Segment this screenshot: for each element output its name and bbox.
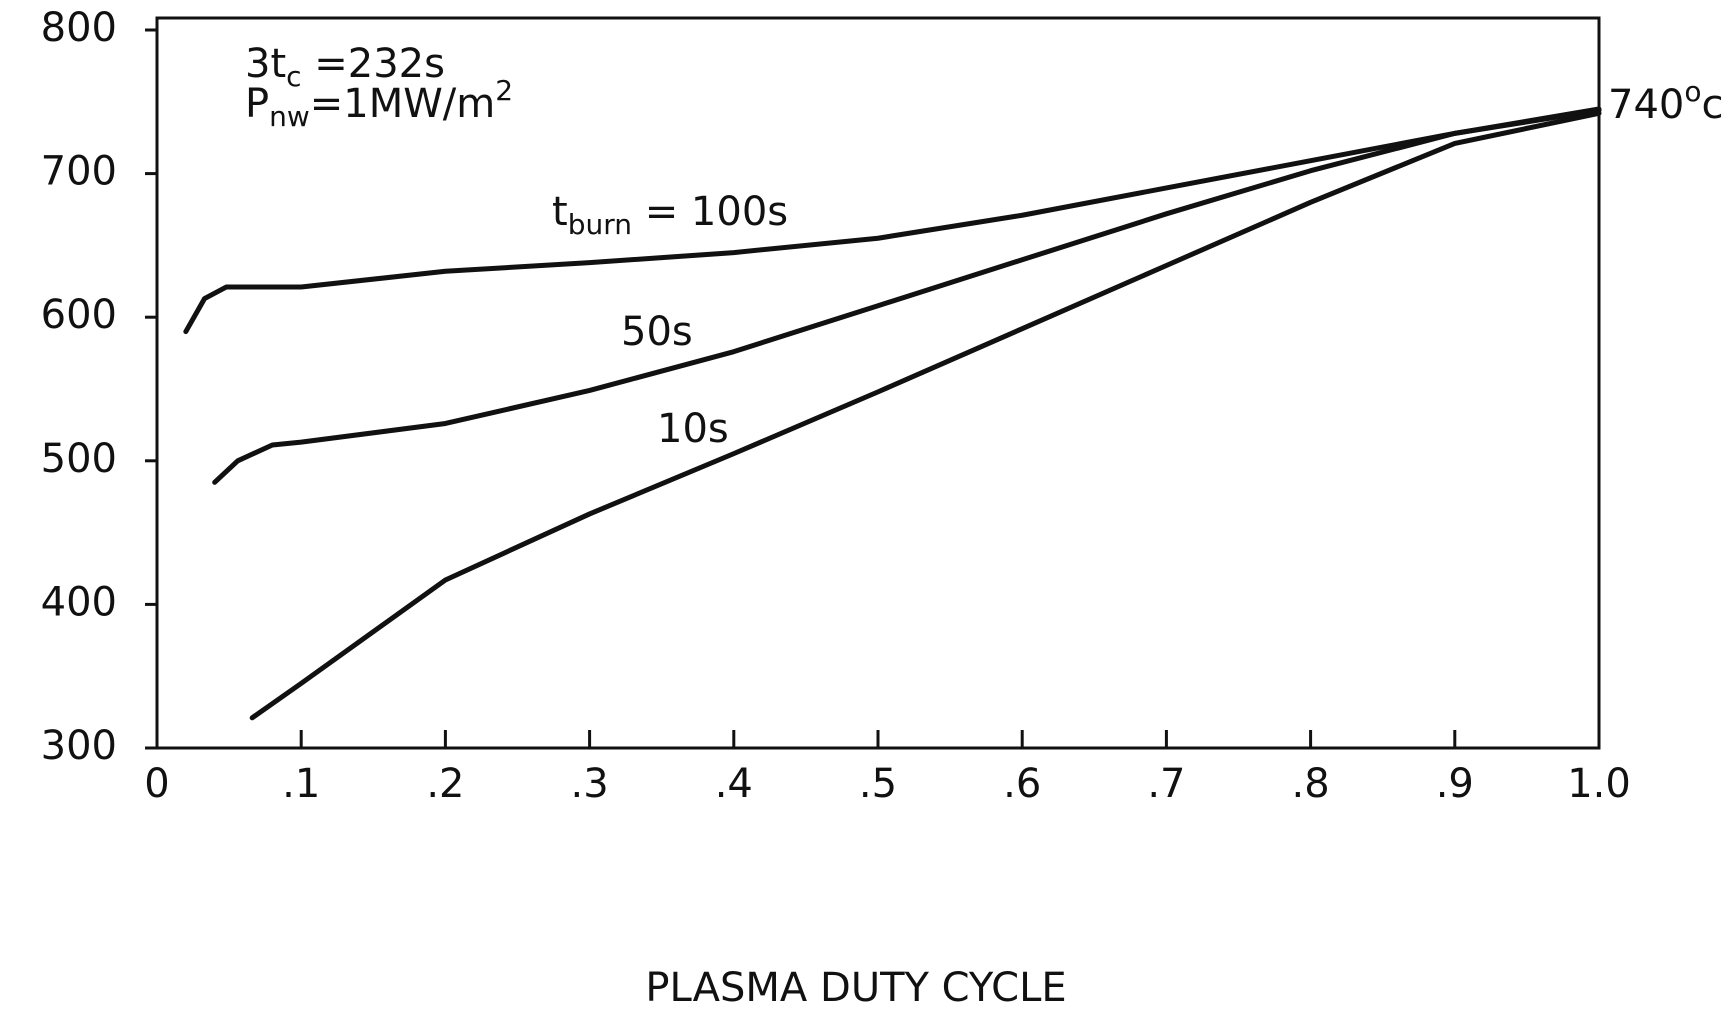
series-label-part: t	[552, 189, 568, 235]
x-tick-label: .5	[859, 761, 897, 807]
annotation-part: o	[1684, 75, 1701, 108]
x-tick-label: .7	[1147, 761, 1185, 807]
annotation-part: =1MW/m	[310, 81, 495, 127]
series-line	[183, 106, 1602, 335]
annotation-part: 3t	[245, 41, 286, 87]
annotation-part: 2	[495, 74, 513, 107]
series-line	[212, 107, 1602, 485]
series-label: 50s	[621, 309, 693, 355]
annotation-part: c	[286, 60, 301, 93]
y-tick-label: 600	[41, 292, 117, 338]
annotation: 740oc	[1608, 75, 1724, 128]
series-label: 10s	[657, 406, 729, 452]
x-axis-title: PLASMA DUTY CYCLE	[645, 965, 1066, 1011]
annotation: Pnw=1MW/m2	[245, 74, 513, 133]
x-tick-label: .6	[1003, 761, 1041, 807]
annotation-part: P	[245, 81, 269, 127]
y-tick-label: 500	[41, 436, 117, 482]
y-tick-label: 700	[41, 149, 117, 195]
y-tick-label: 300	[41, 723, 117, 769]
annotation-part: 740	[1608, 82, 1684, 128]
annotation: 3tc =232s	[245, 41, 445, 93]
series-line	[249, 110, 1602, 721]
annotation-part: =232s	[302, 41, 445, 87]
series-label: tburn = 100s	[552, 189, 788, 241]
series-label-part: burn	[568, 208, 632, 241]
x-tick-label: 1.0	[1567, 761, 1631, 807]
y-tick-label: 800	[41, 5, 117, 51]
x-tick-label: .9	[1436, 761, 1474, 807]
plot-frame	[155, 16, 1601, 750]
series-label-part: 50s	[621, 309, 693, 355]
annotation-part: nw	[269, 100, 310, 133]
x-tick-label: .8	[1292, 761, 1330, 807]
x-tick-label: 0	[144, 761, 169, 807]
y-tick-label: 400	[41, 579, 117, 625]
series-label-part: 10s	[657, 406, 729, 452]
x-tick-label: .3	[571, 761, 609, 807]
x-tick-label: .4	[715, 761, 753, 807]
x-tick-label: .2	[426, 761, 464, 807]
series-label-part: = 100s	[632, 189, 788, 235]
x-tick-label: .1	[282, 761, 320, 807]
annotation-part: c	[1702, 82, 1724, 128]
